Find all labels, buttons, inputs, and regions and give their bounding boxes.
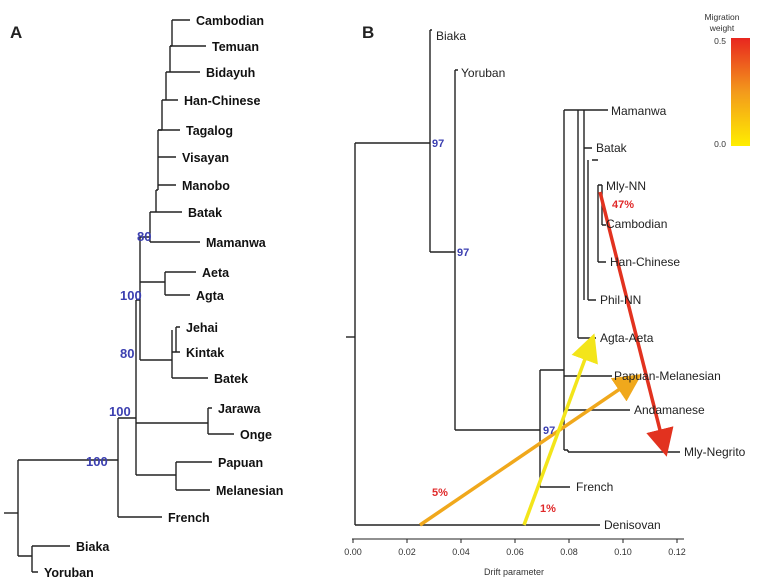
leaf-label: Batak <box>188 206 222 220</box>
leaf-label: Biaka <box>436 29 466 43</box>
migration-percent: 1% <box>540 503 556 515</box>
leaf-label: French <box>168 511 210 525</box>
x-tick-label: 0.04 <box>452 547 470 557</box>
legend-max-label: 0.5 <box>714 36 726 46</box>
panel-b-tree-branches <box>346 29 680 526</box>
x-tick-label: 0.08 <box>560 547 578 557</box>
bootstrap-value: 97 <box>432 138 444 150</box>
migration-arrow-yellow <box>522 333 598 526</box>
leaf-label: Papuan <box>218 456 263 470</box>
x-tick-label: 0.02 <box>398 547 416 557</box>
panel-a: A <box>4 14 283 580</box>
panel-b: B Biaka Yoruban Mamanwa <box>344 12 750 577</box>
migration-percent: 5% <box>432 487 448 499</box>
legend-color-bar <box>731 38 750 146</box>
leaf-label: Melanesian <box>216 484 283 498</box>
x-axis-ticks <box>352 539 678 543</box>
x-axis: 0.00 0.02 0.04 0.06 0.08 0.10 0.12 Drift… <box>344 538 686 577</box>
leaf-label: Bidayuh <box>206 66 255 80</box>
leaf-label: Tagalog <box>186 124 233 138</box>
leaf-label: Han-Chinese <box>610 255 680 269</box>
leaf-label: Jehai <box>186 321 218 335</box>
panel-b-bootstrap-values: 97 97 97 <box>432 138 555 437</box>
migration-arrow-red <box>598 191 674 457</box>
leaf-label: Biaka <box>76 540 110 554</box>
leaf-label: Mamanwa <box>206 236 267 250</box>
leaf-label: Yoruban <box>461 66 505 80</box>
leaf-label: Mly-Negrito <box>684 445 746 459</box>
x-tick-label: 0.00 <box>344 547 362 557</box>
panel-b-leaf-labels: Biaka Yoruban Mamanwa Batak Mly-NN Cambo… <box>436 29 746 532</box>
leaf-label: Andamanese <box>634 403 705 417</box>
leaf-label: Kintak <box>186 346 224 360</box>
leaf-label: Aeta <box>202 266 230 280</box>
leaf-label: Onge <box>240 428 272 442</box>
leaf-label: Jarawa <box>218 402 261 416</box>
migration-percent: 47% <box>612 199 634 211</box>
x-axis-title: Drift parameter <box>484 567 544 577</box>
panel-a-letter: A <box>10 23 22 42</box>
x-tick-label: 0.06 <box>506 547 524 557</box>
x-tick-label: 0.10 <box>614 547 632 557</box>
leaf-label: Phil-NN <box>600 293 641 307</box>
x-axis-tick-labels: 0.00 0.02 0.04 0.06 0.08 0.10 0.12 <box>344 547 686 557</box>
leaf-label: French <box>576 480 613 494</box>
leaf-label: Yoruban <box>44 566 94 580</box>
leaf-label: Visayan <box>182 151 229 165</box>
leaf-label: Mamanwa <box>611 104 667 118</box>
leaf-label: Papuan-Melanesian <box>614 369 721 383</box>
leaf-label: Agta-Aeta <box>600 331 654 345</box>
leaf-label: Agta <box>196 289 225 303</box>
panel-a-bootstrap-values: 80 100 80 100 100 <box>86 229 151 469</box>
leaf-label: Temuan <box>212 40 259 54</box>
panel-b-migration-percents: 47% 5% 1% <box>432 199 634 515</box>
bootstrap-value: 100 <box>109 404 131 419</box>
leaf-label: Cambodian <box>606 217 667 231</box>
bootstrap-value: 100 <box>120 288 142 303</box>
panel-b-letter: B <box>362 23 374 42</box>
x-tick-label: 0.12 <box>668 547 686 557</box>
panel-b-migration-arrows <box>419 191 674 527</box>
bootstrap-value: 100 <box>86 454 108 469</box>
leaf-label: Batak <box>596 141 628 155</box>
migration-legend: Migration weight 0.5 0.0 <box>705 12 750 149</box>
panel-a-tree-branches <box>4 19 234 573</box>
leaf-label: Cambodian <box>196 14 264 28</box>
leaf-label: Denisovan <box>604 518 661 532</box>
bootstrap-value: 80 <box>137 229 151 244</box>
leaf-label: Manobo <box>182 179 230 193</box>
leaf-label: Batek <box>214 372 248 386</box>
bootstrap-value: 80 <box>120 346 134 361</box>
leaf-label: Han-Chinese <box>184 94 260 108</box>
bootstrap-value: 97 <box>457 247 469 259</box>
bootstrap-value: 97 <box>543 425 555 437</box>
migration-arrow-orange <box>419 374 642 527</box>
panel-a-leaf-labels: Cambodian Temuan Bidayuh Han-Chinese Tag… <box>44 14 283 580</box>
leaf-label: Mly-NN <box>606 179 646 193</box>
legend-title-line1: Migration <box>705 12 740 22</box>
legend-min-label: 0.0 <box>714 139 726 149</box>
legend-title-line2: weight <box>709 23 735 33</box>
